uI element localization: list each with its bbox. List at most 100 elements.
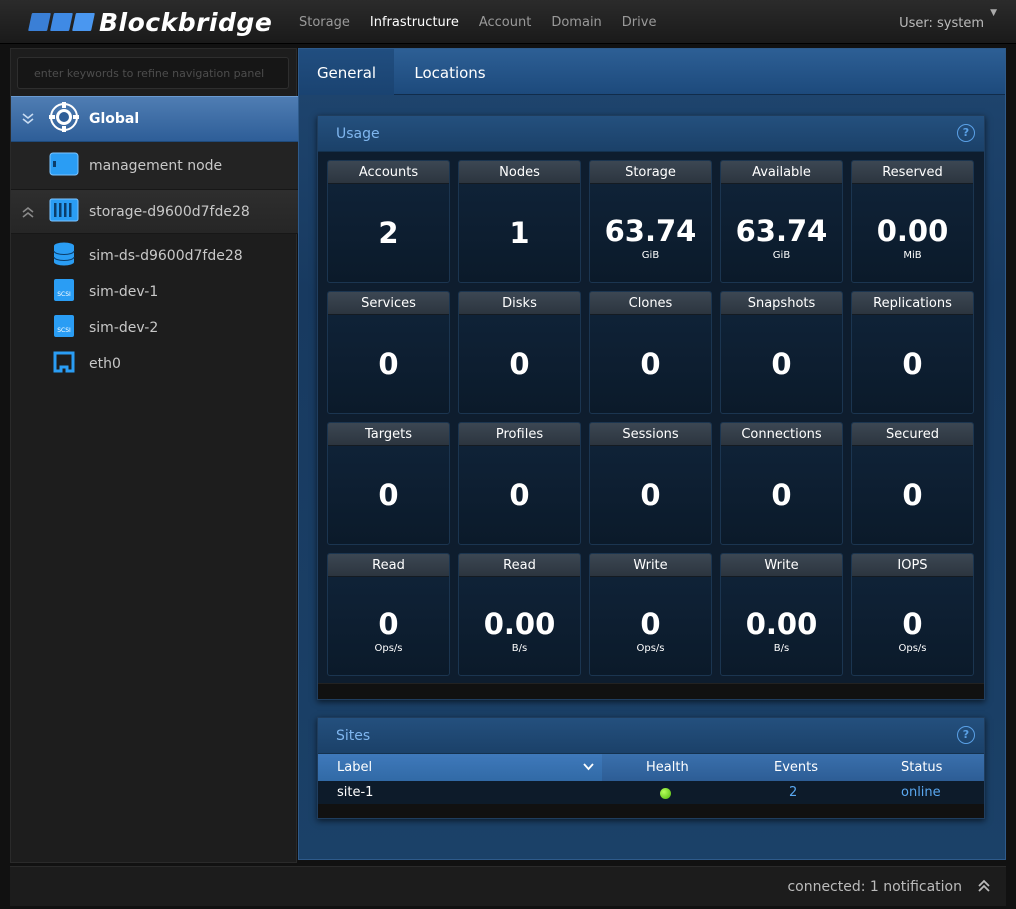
column-header-label[interactable]: Label <box>318 754 602 781</box>
tree-item-global[interactable]: Global <box>11 96 298 142</box>
top-bar: Blockbridge Storage Infrastructure Accou… <box>0 0 1016 44</box>
tile-label: Accounts <box>328 161 449 184</box>
tile-value: 63.74 <box>735 214 828 248</box>
scsi-disk-icon: SCSI <box>53 314 75 342</box>
tile-unit: Ops/s <box>636 643 665 654</box>
usage-tile: Connections 0 <box>720 422 843 545</box>
column-header-status[interactable]: Status <box>901 760 943 775</box>
connection-status[interactable]: connected: 1 notification <box>787 879 962 895</box>
usage-tile: Replications 0 <box>851 291 974 414</box>
user-menu[interactable]: User: system <box>899 16 984 31</box>
usage-tile: Targets 0 <box>327 422 450 545</box>
tile-unit: Ops/s <box>374 643 403 654</box>
usage-tile: Snapshots 0 <box>720 291 843 414</box>
navigation-tree: Global management node <box>11 96 298 382</box>
tile-value: 0 <box>378 478 399 512</box>
tree-item-sim-dev-2[interactable]: SCSI sim-dev-2 <box>11 310 298 346</box>
usage-tile: Available 63.74 GiB <box>720 160 843 283</box>
logo[interactable]: Blockbridge <box>28 8 272 37</box>
tile-label: Write <box>590 554 711 577</box>
tile-value: 0 <box>902 607 923 641</box>
tile-label: Available <box>721 161 842 184</box>
tile-label: Nodes <box>459 161 580 184</box>
tile-label: Read <box>459 554 580 577</box>
nav-drive[interactable]: Drive <box>621 14 657 30</box>
tree-item-label: sim-ds-d9600d7fde28 <box>89 248 243 264</box>
tab-bar: General Locations <box>299 49 1005 95</box>
sites-title: Sites <box>336 728 371 744</box>
tile-value: 0 <box>640 347 661 381</box>
usage-tile: Write 0 Ops/s <box>589 553 712 676</box>
site-label[interactable]: site-1 <box>337 785 374 800</box>
tree-item-management-node[interactable]: management node <box>11 142 298 190</box>
tree-item-label: sim-dev-1 <box>89 284 159 300</box>
tile-label: Replications <box>852 292 973 315</box>
tab-general[interactable]: General <box>299 49 394 95</box>
nav-storage[interactable]: Storage <box>299 14 350 30</box>
collapse-chevron-icon[interactable] <box>21 113 35 125</box>
usage-tile: Secured 0 <box>851 422 974 545</box>
tile-label: Storage <box>590 161 711 184</box>
navigation-search-input[interactable] <box>17 57 289 89</box>
tile-value: 0 <box>902 478 923 512</box>
tab-locations[interactable]: Locations <box>414 64 486 82</box>
tile-label: Profiles <box>459 423 580 446</box>
help-icon[interactable]: ? <box>957 124 975 142</box>
help-icon[interactable]: ? <box>957 726 975 744</box>
network-port-icon <box>53 351 75 377</box>
tile-unit: MiB <box>903 250 922 261</box>
svg-text:SCSI: SCSI <box>57 327 71 334</box>
tile-label: Services <box>328 292 449 315</box>
site-events-link[interactable]: 2 <box>789 785 798 800</box>
tile-label: Targets <box>328 423 449 446</box>
expand-chevron-icon[interactable] <box>21 206 35 218</box>
tile-value: 0.00 <box>745 607 818 641</box>
tree-item-datastore[interactable]: sim-ds-d9600d7fde28 <box>11 238 298 274</box>
usage-tile: Reserved 0.00 MiB <box>851 160 974 283</box>
tree-item-eth0[interactable]: eth0 <box>11 346 298 382</box>
tile-value: 1 <box>509 216 530 250</box>
tile-value: 0 <box>902 347 923 381</box>
expand-notifications-icon[interactable] <box>977 879 991 893</box>
tile-label: Snapshots <box>721 292 842 315</box>
tile-label: IOPS <box>852 554 973 577</box>
database-icon <box>53 242 75 270</box>
tree-item-storage-node[interactable]: storage-d9600d7fde28 <box>11 190 298 234</box>
site-status-link[interactable]: online <box>901 785 941 800</box>
usage-panel-header: Usage ? <box>318 116 984 152</box>
tile-value: 0.00 <box>876 214 949 248</box>
usage-tile: IOPS 0 Ops/s <box>851 553 974 676</box>
navigation-panel: Global management node <box>10 48 298 863</box>
tree-item-label: storage-d9600d7fde28 <box>89 203 250 220</box>
column-header-events[interactable]: Events <box>774 760 819 775</box>
nav-infrastructure[interactable]: Infrastructure <box>369 14 459 30</box>
table-row[interactable]: site-1 2 online <box>318 781 984 805</box>
sites-panel-footer <box>318 804 984 818</box>
tile-label: Sessions <box>590 423 711 446</box>
svg-text:SCSI: SCSI <box>57 291 71 298</box>
globe-icon <box>49 102 79 136</box>
usage-tile: Disks 0 <box>458 291 581 414</box>
storage-array-icon <box>49 198 79 226</box>
nav-account[interactable]: Account <box>478 14 532 30</box>
scsi-disk-icon: SCSI <box>53 278 75 306</box>
tile-label: Reserved <box>852 161 973 184</box>
logo-mark-icon <box>28 13 95 31</box>
usage-tile: Sessions 0 <box>589 422 712 545</box>
tile-label: Clones <box>590 292 711 315</box>
tile-value: 0 <box>509 347 530 381</box>
usage-panel: Usage ? Accounts 2 Nodes 1 Storage 63.74 GiB Av… <box>317 115 985 700</box>
tile-value: 0.00 <box>483 607 556 641</box>
usage-tile: Nodes 1 <box>458 160 581 283</box>
tree-item-sim-dev-1[interactable]: SCSI sim-dev-1 <box>11 274 298 310</box>
caret-down-icon[interactable]: ▼ <box>990 8 997 18</box>
sites-table-header: Label Health Events Status <box>318 754 984 781</box>
column-header-health[interactable]: Health <box>646 760 689 775</box>
nav-domain[interactable]: Domain <box>551 14 602 30</box>
main-content: General Locations Usage ? Accounts 2 Nodes… <box>298 48 1006 860</box>
usage-tile: Services 0 <box>327 291 450 414</box>
tile-value: 0 <box>771 347 792 381</box>
main-nav: Storage Infrastructure Account Domain Dr… <box>299 0 676 44</box>
chevron-down-icon[interactable] <box>583 754 594 781</box>
tile-unit: B/s <box>773 643 790 654</box>
